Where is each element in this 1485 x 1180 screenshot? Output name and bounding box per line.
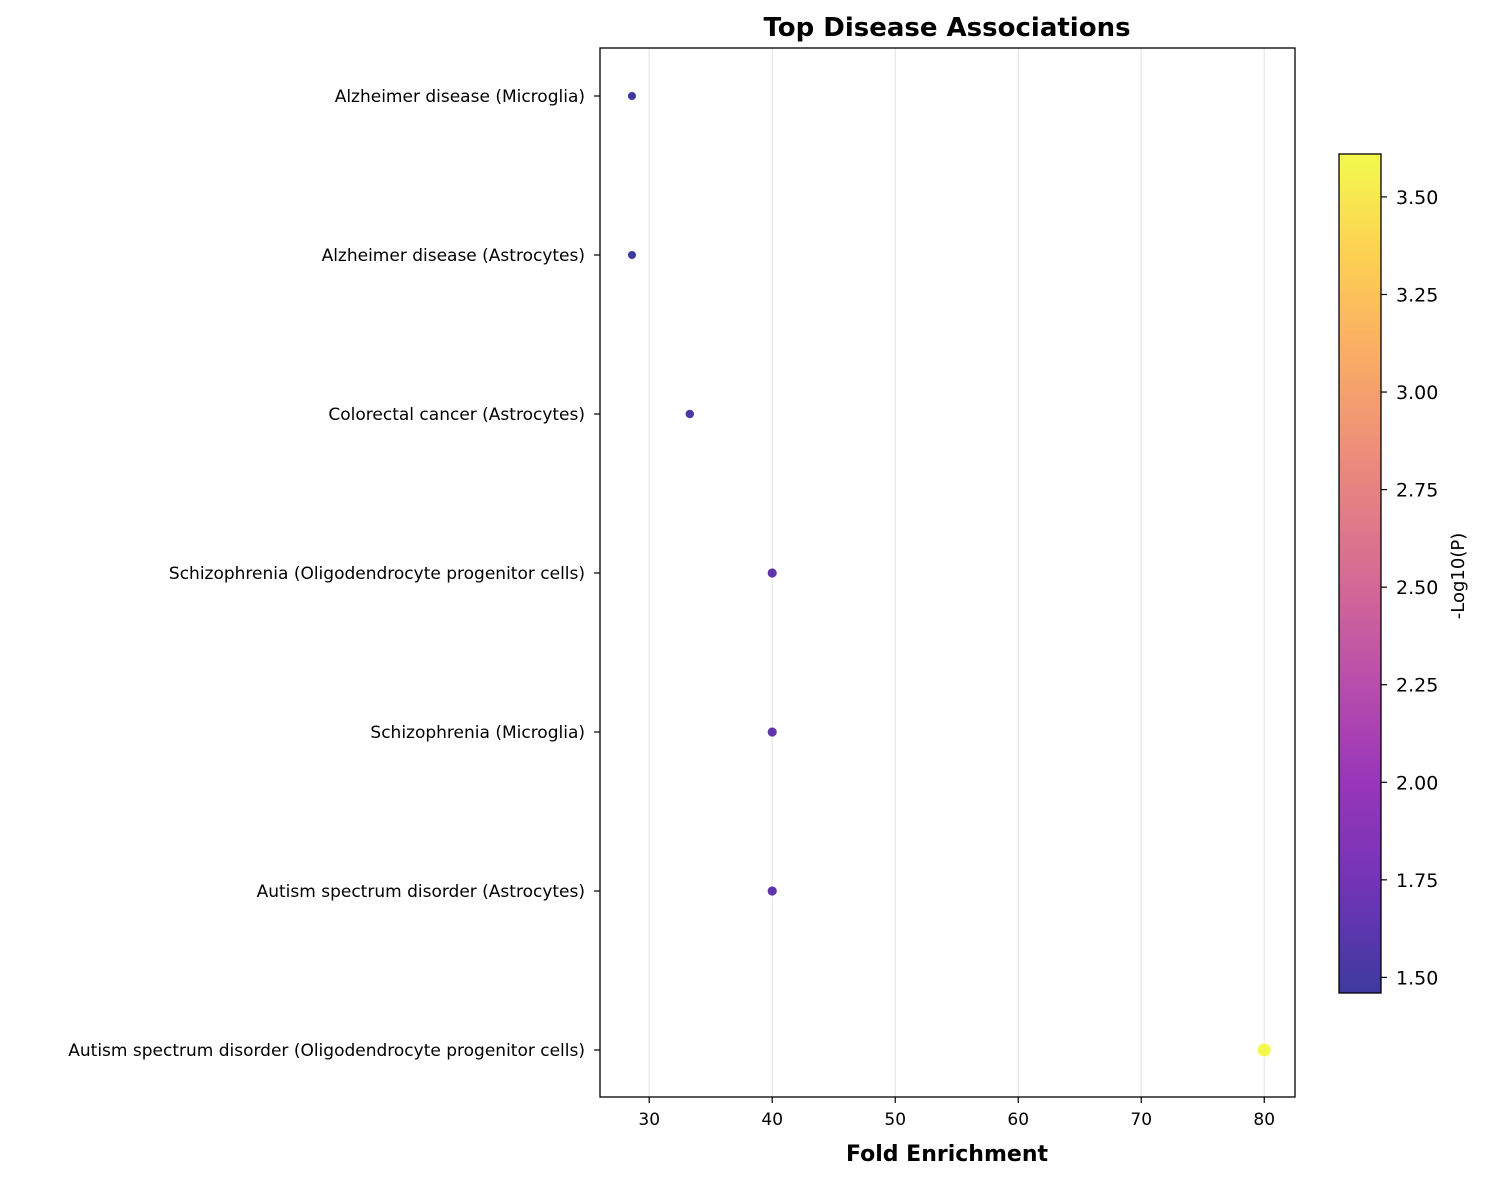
colorbar-tick-label: 2.50: [1396, 577, 1438, 599]
data-point: [626, 90, 638, 102]
data-point: [766, 726, 778, 738]
y-tick-label: Alzheimer disease (Microglia): [335, 87, 585, 107]
colorbar-tick-label: 3.25: [1396, 284, 1438, 306]
data-point: [1256, 1042, 1272, 1058]
data-point: [684, 408, 696, 420]
x-tick-label: 30: [638, 1110, 660, 1130]
y-tick-label: Colorectal cancer (Astrocytes): [328, 405, 585, 425]
colorbar-tick-label: 2.25: [1396, 675, 1438, 697]
data-point: [766, 567, 778, 579]
colorbar-tick-label: 2.75: [1396, 480, 1438, 502]
grid: [648, 48, 1265, 1097]
colorbar-tick-label: 1.50: [1396, 967, 1438, 989]
x-tick-label: 50: [884, 1110, 906, 1130]
colorbar: 1.50 1.75 2.00 2.25 2.50 2.75 3.00 3.25 3.50 -Lo…: [1338, 153, 1469, 994]
y-tick-label: Schizophrenia (Oligodendrocyte progenito…: [169, 564, 585, 584]
x-tick-label: 40: [761, 1110, 783, 1130]
plot-area-frame: [599, 47, 1296, 1098]
data-point: [626, 249, 638, 261]
colorbar-frame: [1338, 153, 1382, 994]
y-axis: Alzheimer disease (Microglia) Alzheimer d…: [68, 87, 600, 1061]
y-tick-label: Autism spectrum disorder (Oligodendrocyt…: [68, 1041, 585, 1061]
data-points: [626, 90, 1272, 1058]
colorbar-tick-label: 3.00: [1396, 382, 1438, 404]
data-point: [766, 885, 778, 897]
colorbar-tick-label: 1.75: [1396, 870, 1438, 892]
x-tick-label: 80: [1253, 1110, 1275, 1130]
colorbar-ticks: 1.50 1.75 2.00 2.25 2.50 2.75 3.00 3.25 3.50: [1381, 187, 1438, 989]
y-tick-label: Alzheimer disease (Astrocytes): [322, 246, 585, 266]
chart-title: Top Disease Associations: [763, 13, 1130, 43]
colorbar-gradient: [1339, 154, 1381, 993]
x-tick-label: 70: [1130, 1110, 1152, 1130]
x-tick-label: 60: [1007, 1110, 1029, 1130]
x-axis-label: Fold Enrichment: [846, 1142, 1048, 1167]
colorbar-label: -Log10(P): [1448, 533, 1469, 619]
colorbar-tick-label: 2.00: [1396, 772, 1438, 794]
x-axis: 30 40 50 60 70 80: [638, 1097, 1275, 1130]
y-tick-label: Autism spectrum disorder (Astrocytes): [257, 882, 585, 902]
colorbar-tick-label: 3.50: [1396, 187, 1438, 209]
y-tick-label: Schizophrenia (Microglia): [370, 723, 585, 743]
